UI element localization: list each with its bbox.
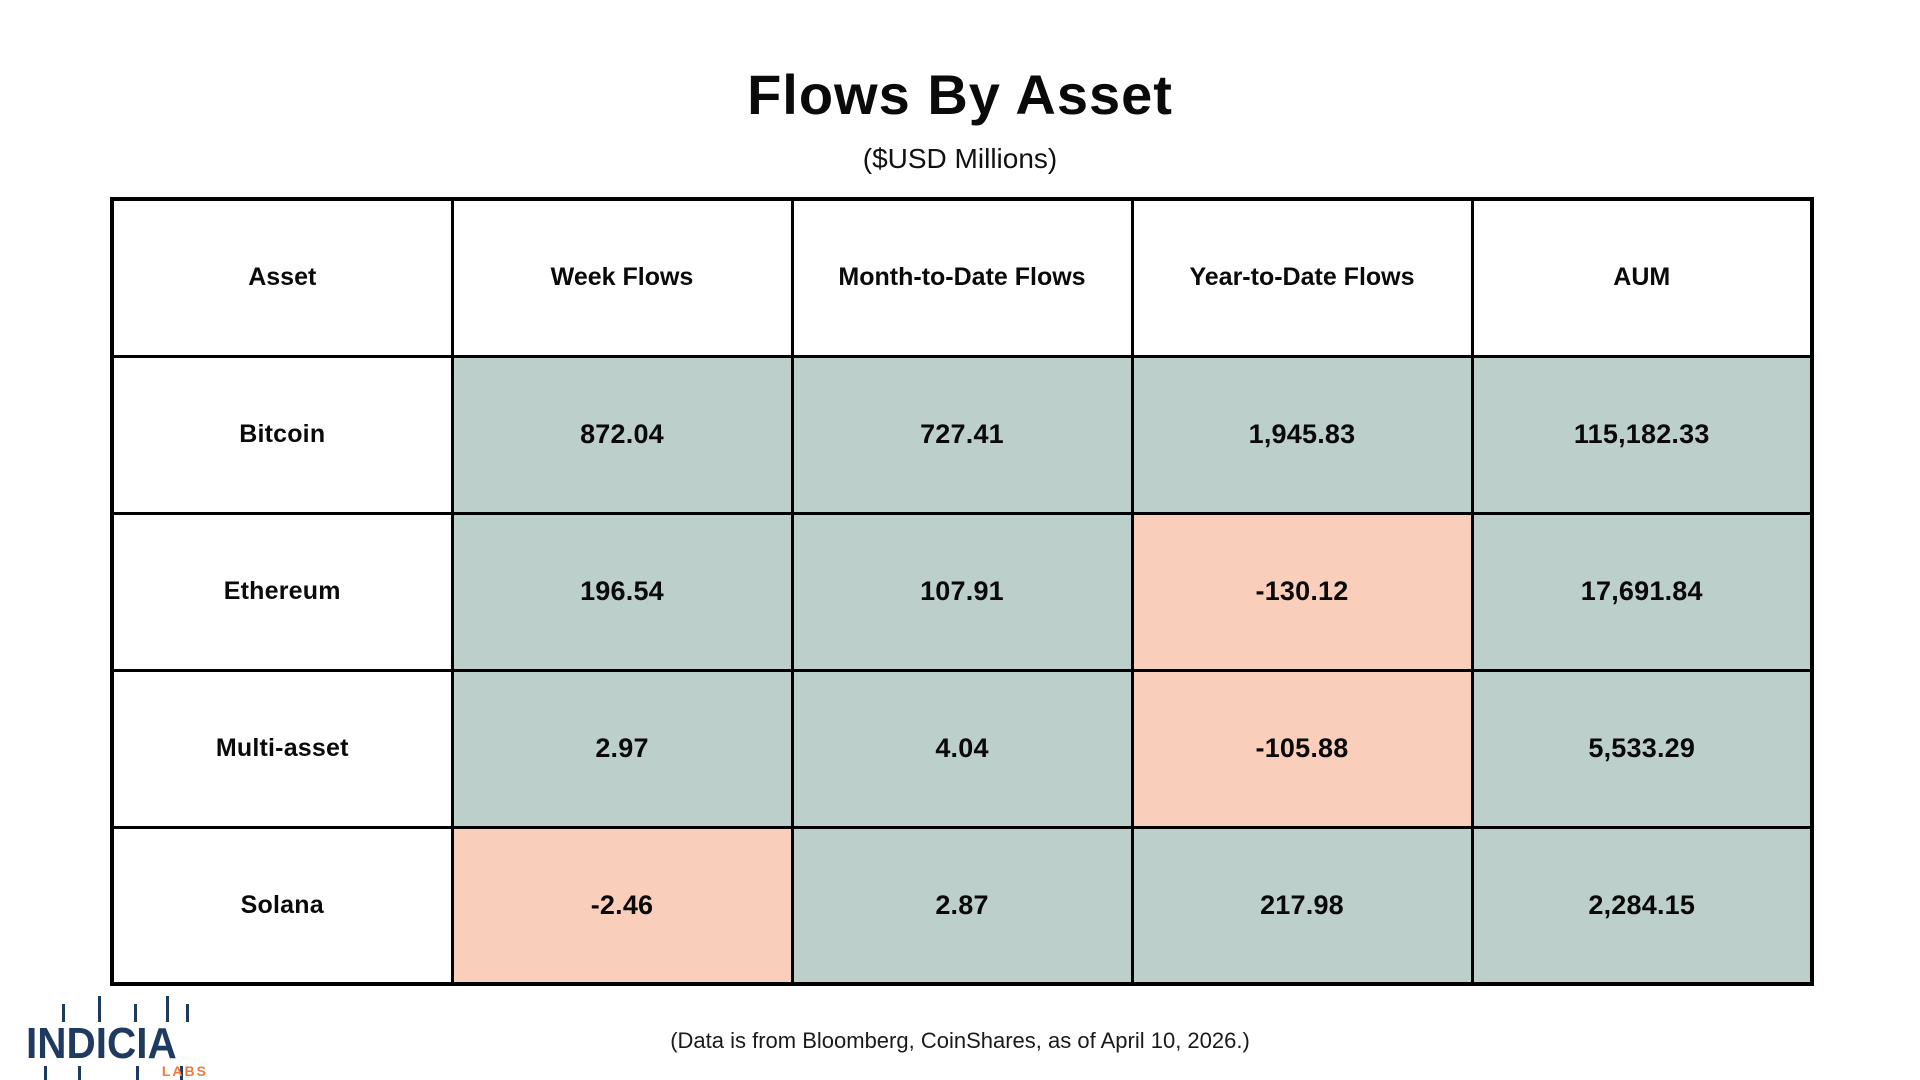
solana-week-flows-cell: -2.46 <box>450 825 794 986</box>
multi-asset-aum-cell: 5,533.29 <box>1470 668 1814 829</box>
solana-ytd-flows-cell: 217.98 <box>1130 825 1474 986</box>
bitcoin-ytd-flows-cell: 1,945.83 <box>1130 354 1474 515</box>
bitcoin-mtd-flows-cell: 727.41 <box>790 354 1134 515</box>
candlestick-wick-icon <box>98 996 101 1022</box>
multi-asset-ytd-flows-cell: -105.88 <box>1130 668 1474 829</box>
candlestick-wick-icon <box>134 1004 137 1022</box>
header-week-flows: Week Flows <box>450 197 794 358</box>
solana-mtd-flows-cell: 2.87 <box>790 825 1134 986</box>
indicia-labs-logo: INDICIA LABS <box>26 996 226 1080</box>
header-month-to-date-flows: Month-to-Date Flows <box>790 197 1134 358</box>
candlestick-wick-icon <box>78 1066 81 1080</box>
candlestick-wick-icon <box>186 1004 189 1022</box>
ethereum-aum-cell: 17,691.84 <box>1470 511 1814 672</box>
multi-asset-asset-label: Multi-asset <box>110 668 454 829</box>
candlestick-wick-icon <box>62 1004 65 1022</box>
table-row-bitcoin: Bitcoin 872.04 727.41 1,945.83 115,182.3… <box>110 354 1814 515</box>
ethereum-asset-label: Ethereum <box>110 511 454 672</box>
flows-by-asset-table: Asset Week Flows Month-to-Date Flows Yea… <box>110 197 1814 986</box>
header-asset: Asset <box>110 197 454 358</box>
logo-wordmark: INDICIA <box>26 1019 177 1068</box>
header-aum: AUM <box>1470 197 1814 358</box>
bitcoin-week-flows-cell: 872.04 <box>450 354 794 515</box>
table-header-row: Asset Week Flows Month-to-Date Flows Yea… <box>110 197 1814 358</box>
table-row-ethereum: Ethereum 196.54 107.91 -130.12 17,691.84 <box>110 511 1814 672</box>
candlestick-wick-icon <box>44 1066 47 1080</box>
multi-asset-mtd-flows-cell: 4.04 <box>790 668 1134 829</box>
candlestick-wick-icon <box>180 1066 183 1080</box>
header-year-to-date-flows: Year-to-Date Flows <box>1130 197 1474 358</box>
page-title: Flows By Asset <box>747 63 1173 126</box>
solana-aum-cell: 2,284.15 <box>1470 825 1814 986</box>
bitcoin-aum-cell: 115,182.33 <box>1470 354 1814 515</box>
ethereum-week-flows-cell: 196.54 <box>450 511 794 672</box>
candlestick-wick-icon <box>136 1066 139 1080</box>
candlestick-wick-icon <box>166 996 169 1022</box>
ethereum-mtd-flows-cell: 107.91 <box>790 511 1134 672</box>
page-subtitle: ($USD Millions) <box>862 143 1058 174</box>
table-row-multi-asset: Multi-asset 2.97 4.04 -105.88 5,533.29 <box>110 668 1814 829</box>
solana-asset-label: Solana <box>110 825 454 986</box>
logo-labs-label: LABS <box>161 1063 208 1079</box>
bitcoin-asset-label: Bitcoin <box>110 354 454 515</box>
data-source-footnote: (Data is from Bloomberg, CoinShares, as … <box>670 1028 1250 1053</box>
multi-asset-week-flows-cell: 2.97 <box>450 668 794 829</box>
ethereum-ytd-flows-cell: -130.12 <box>1130 511 1474 672</box>
table-row-solana: Solana -2.46 2.87 217.98 2,284.15 <box>110 825 1814 986</box>
